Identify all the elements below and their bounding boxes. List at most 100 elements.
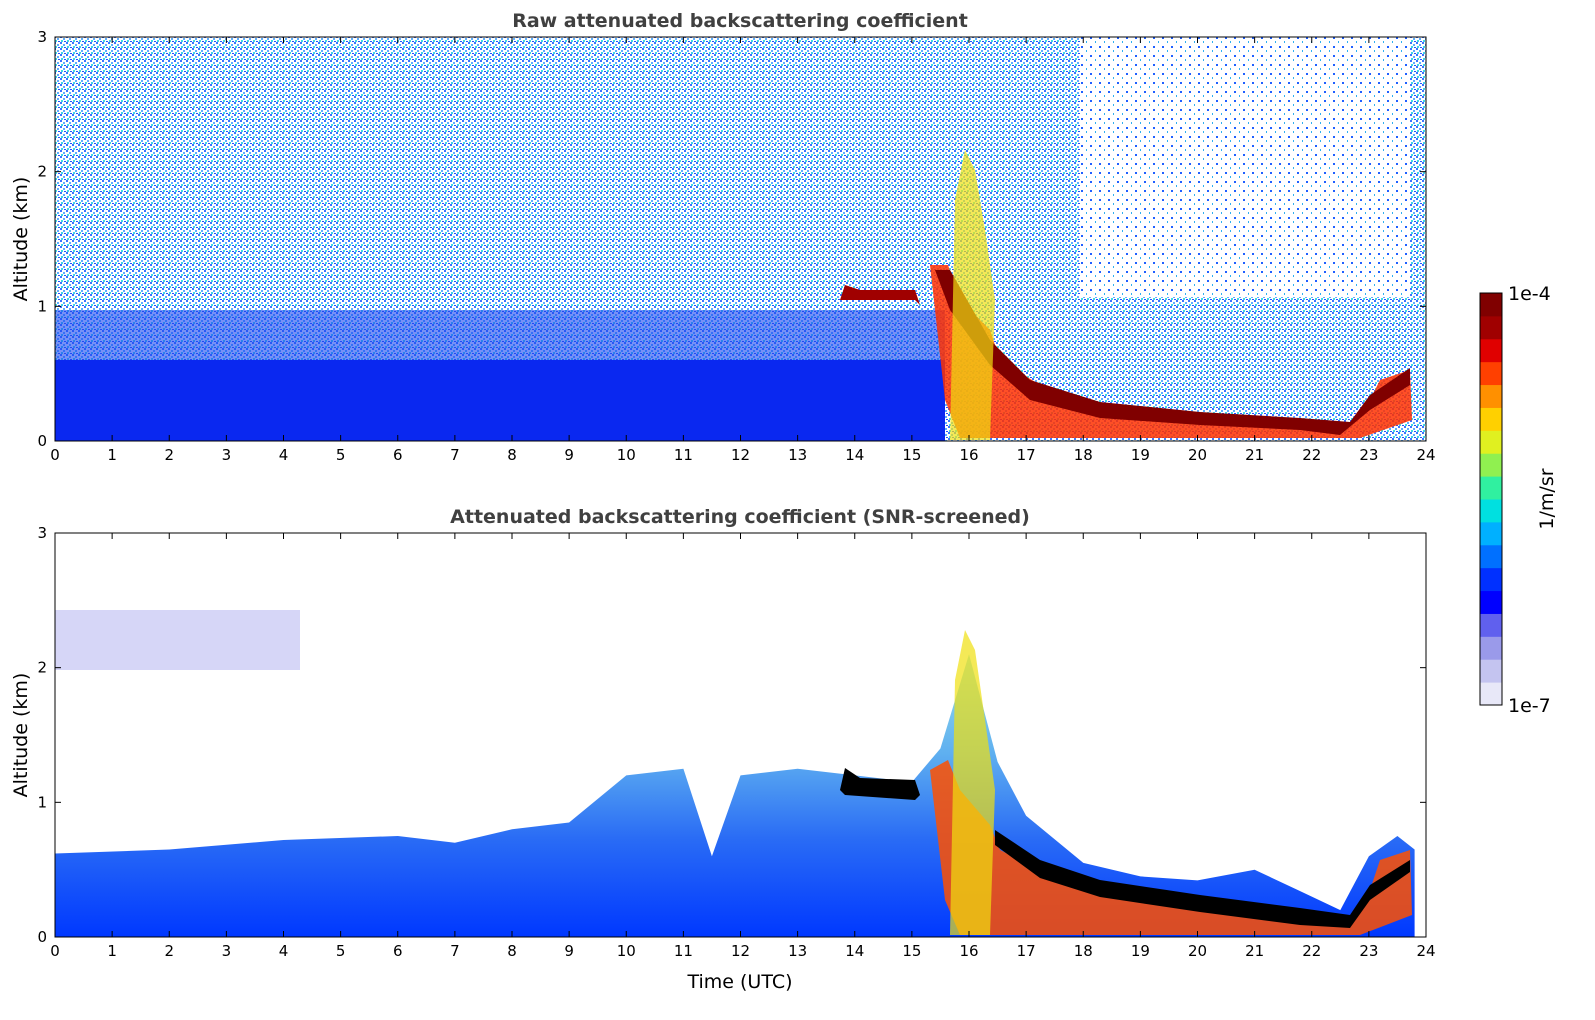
x-tick-label: 22 [1302, 446, 1321, 464]
colorbar-min-label: 1e-7 [1508, 695, 1551, 717]
colorbar-frame [1479, 292, 1503, 706]
colorbar-swatch [1480, 544, 1502, 569]
x-tick-label: 14 [845, 942, 864, 960]
y-tick-label: 0 [37, 432, 47, 450]
panel-raw-y-ticks: 0 1 2 3 [37, 28, 1426, 450]
x-tick-label: 13 [788, 446, 807, 464]
x-tick-label: 17 [1017, 942, 1036, 960]
panel-raw-y-label: Altitude (km) [10, 177, 32, 302]
screened-faint-top-layer [55, 610, 300, 670]
panel-raw-plot-area [54, 36, 1427, 442]
x-tick-label: 5 [336, 446, 346, 464]
x-tick-label: 24 [1416, 446, 1435, 464]
x-tick-label: 0 [50, 942, 60, 960]
colorbar-swatch [1480, 293, 1502, 317]
colorbar-swatch [1480, 430, 1502, 454]
x-tick-label: 2 [164, 942, 174, 960]
colorbar-swatch [1480, 636, 1502, 660]
x-tick-label: 6 [393, 446, 403, 464]
x-tick-label: 8 [507, 942, 517, 960]
x-tick-label: 21 [1245, 446, 1264, 464]
x-tick-label: 7 [450, 942, 460, 960]
x-tick-label: 21 [1245, 942, 1264, 960]
colorbar-swatch [1480, 384, 1502, 408]
x-tick-label: 4 [279, 942, 289, 960]
x-tick-label: 6 [393, 942, 403, 960]
x-tick-label: 4 [279, 446, 289, 464]
x-tick-label: 9 [564, 942, 574, 960]
colorbar: 1e-4 1e-7 1/m/sr [1479, 283, 1558, 717]
x-tick-label: 0 [50, 446, 60, 464]
x-tick-label: 20 [1188, 942, 1207, 960]
x-tick-label: 19 [1131, 942, 1150, 960]
x-tick-label: 7 [450, 446, 460, 464]
screened-convective-plume [950, 630, 995, 935]
raw-convective-plume [950, 150, 995, 440]
x-tick-label: 5 [336, 942, 346, 960]
raw-boundary-layer-top [55, 310, 945, 360]
y-tick-label: 2 [37, 163, 47, 181]
x-tick-label: 17 [1017, 446, 1036, 464]
colorbar-swatch [1480, 682, 1502, 706]
colorbar-swatch [1480, 613, 1502, 637]
y-tick-label: 0 [37, 928, 47, 946]
colorbar-swatch [1480, 338, 1502, 363]
x-tick-label: 3 [222, 446, 232, 464]
colorbar-swatch [1480, 499, 1502, 523]
x-tick-label: 16 [959, 942, 978, 960]
panel-screened-y-ticks: 0 1 2 3 [37, 524, 1426, 946]
x-tick-label: 12 [731, 942, 750, 960]
colorbar-swatch [1480, 407, 1502, 431]
x-tick-label: 18 [1074, 446, 1093, 464]
x-tick-label: 3 [222, 942, 232, 960]
screened-valid-region [55, 654, 1415, 937]
x-tick-label: 20 [1188, 446, 1207, 464]
screened-elevated-layer [840, 768, 920, 800]
x-tick-label: 24 [1416, 942, 1435, 960]
panel-screened-x-label: Time (UTC) [686, 971, 792, 993]
panel-raw-x-ticks: 0 1 2 3 4 5 6 7 8 9 10 11 12 13 14 15 16 17 18 19 20 21 22 23 24 [50, 37, 1436, 464]
x-tick-label: 15 [902, 446, 921, 464]
colorbar-swatch [1480, 521, 1502, 546]
colorbar-swatch [1480, 315, 1502, 340]
screened-cloud-layer [930, 760, 1412, 935]
screened-cloud-core [995, 830, 1410, 928]
x-tick-label: 10 [617, 942, 636, 960]
colorbar-max-label: 1e-4 [1508, 283, 1551, 305]
y-tick-label: 1 [37, 793, 47, 811]
panel-screened-y-label: Altitude (km) [10, 673, 32, 798]
panel-screened-plot-area [54, 532, 1427, 938]
colorbar-swatch [1480, 659, 1502, 683]
raw-sparse-noise-region [1080, 37, 1410, 297]
x-tick-label: 11 [674, 942, 693, 960]
colorbar-label: 1/m/sr [1536, 468, 1558, 529]
x-tick-label: 18 [1074, 942, 1093, 960]
x-tick-label: 15 [902, 942, 921, 960]
x-tick-label: 22 [1302, 942, 1321, 960]
colorbar-swatch [1480, 476, 1502, 500]
x-tick-label: 19 [1131, 446, 1150, 464]
panel-screened: Attenuated backscattering coefficient (S… [10, 506, 1436, 993]
raw-boundary-layer-band [55, 360, 945, 441]
x-tick-label: 14 [845, 446, 864, 464]
raw-elevated-layer [840, 285, 920, 305]
panel-raw: Raw attenuated backscattering coefficien… [10, 10, 1436, 464]
x-tick-label: 8 [507, 446, 517, 464]
x-tick-label: 16 [959, 446, 978, 464]
raw-cloud-core [935, 270, 1410, 435]
x-tick-label: 23 [1359, 942, 1378, 960]
x-tick-label: 11 [674, 446, 693, 464]
y-tick-label: 3 [37, 524, 47, 542]
y-tick-label: 2 [37, 659, 47, 677]
x-tick-label: 1 [107, 446, 117, 464]
colorbar-swatch [1480, 361, 1502, 386]
x-tick-label: 23 [1359, 446, 1378, 464]
x-tick-label: 2 [164, 446, 174, 464]
colorbar-swatch [1480, 453, 1502, 477]
colorbar-swatch [1480, 567, 1502, 592]
y-tick-label: 1 [37, 297, 47, 315]
panel-screened-x-ticks: 0 1 2 3 4 5 6 7 8 9 10 11 12 13 14 15 16 17 18 19 20 21 22 23 24 [50, 533, 1436, 960]
x-tick-label: 12 [731, 446, 750, 464]
panel-raw-title: Raw attenuated backscattering coefficien… [512, 10, 968, 32]
